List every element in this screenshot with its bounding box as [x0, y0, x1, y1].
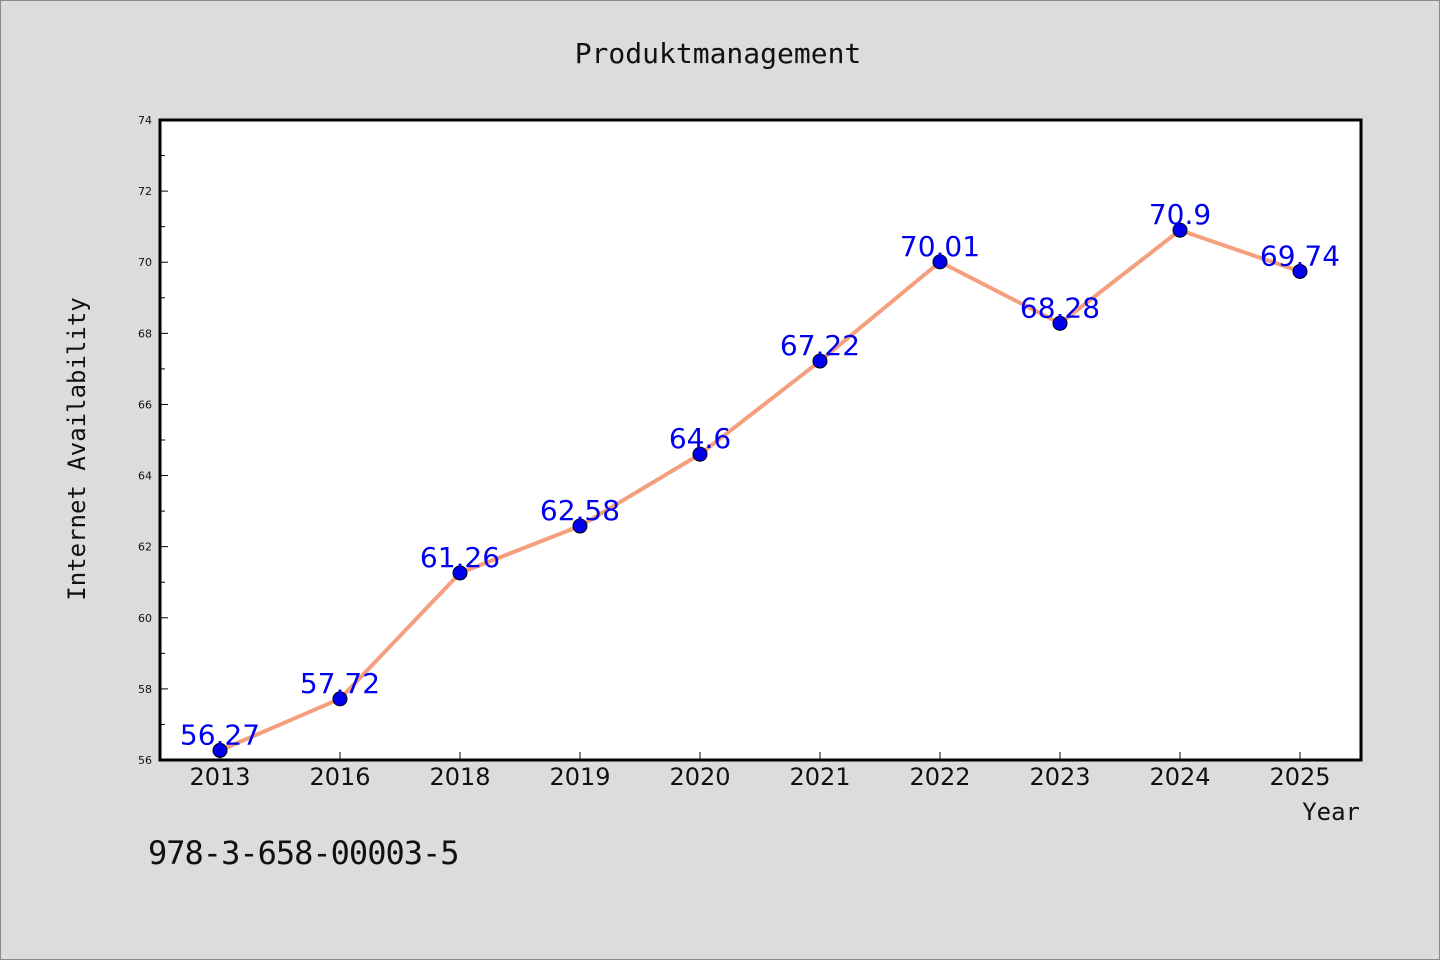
data-label: 68.28	[1020, 291, 1100, 324]
x-tick-label: 2022	[909, 763, 970, 791]
y-tick-label: 70	[138, 256, 152, 269]
y-tick-label: 74	[138, 114, 152, 127]
plot-area	[158, 118, 1363, 762]
data-point	[692, 446, 708, 462]
data-label: 62.58	[540, 494, 620, 527]
x-axis-ticks: 2013 2016 2018 2019 2020 2021 2022 2023 2024 2025	[189, 752, 1331, 791]
y-tick-label: 60	[138, 612, 152, 625]
y-axis-ticks: 56 58 60 62 64 66 68 70 72 74	[138, 114, 168, 767]
x-tick-label: 2023	[1029, 763, 1090, 791]
data-label: 70.01	[900, 230, 980, 263]
x-tick-label: 2020	[669, 763, 730, 791]
data-markers	[212, 222, 1308, 758]
data-point	[332, 691, 348, 707]
data-label: 69.74	[1260, 239, 1340, 272]
data-point	[572, 518, 588, 534]
y-tick-label: 66	[138, 398, 152, 411]
data-point	[932, 254, 948, 270]
series-line	[219, 228, 1301, 753]
data-labels: 56.27 57.72 61.26 62.58 64.6 67.22 70.01 68.28 7…	[180, 198, 1340, 751]
data-label: 64.6	[669, 422, 731, 455]
data-point	[812, 353, 828, 369]
data-point	[212, 742, 228, 758]
data-point	[1172, 222, 1188, 238]
x-tick-label: 2013	[189, 763, 250, 791]
y-tick-label: 68	[138, 327, 152, 340]
x-tick-label: 2018	[429, 763, 490, 791]
x-tick-label: 2019	[549, 763, 610, 791]
isbn-text: 978-3-658-00003-5	[148, 834, 460, 872]
data-point	[1052, 315, 1068, 331]
data-label: 61.26	[420, 541, 500, 574]
x-tick-label: 2025	[1269, 763, 1330, 791]
chart-title: Produktmanagement	[575, 37, 862, 70]
data-point	[1292, 263, 1308, 279]
x-axis-label: Year	[1302, 798, 1360, 826]
x-tick-label: 2021	[789, 763, 850, 791]
data-point	[452, 565, 468, 581]
y-tick-label: 56	[138, 754, 152, 767]
data-label: 57.72	[300, 667, 380, 700]
data-label: 56.27	[180, 718, 260, 751]
data-label: 70.9	[1149, 198, 1211, 231]
y-tick-label: 58	[138, 683, 152, 696]
y-tick-label: 64	[138, 470, 152, 483]
x-tick-label: 2024	[1149, 763, 1210, 791]
y-tick-label: 72	[138, 185, 152, 198]
y-tick-label: 62	[138, 541, 152, 554]
y-axis-label: Internet Availability	[63, 297, 91, 600]
data-label: 67.22	[780, 329, 860, 362]
x-tick-label: 2016	[309, 763, 370, 791]
